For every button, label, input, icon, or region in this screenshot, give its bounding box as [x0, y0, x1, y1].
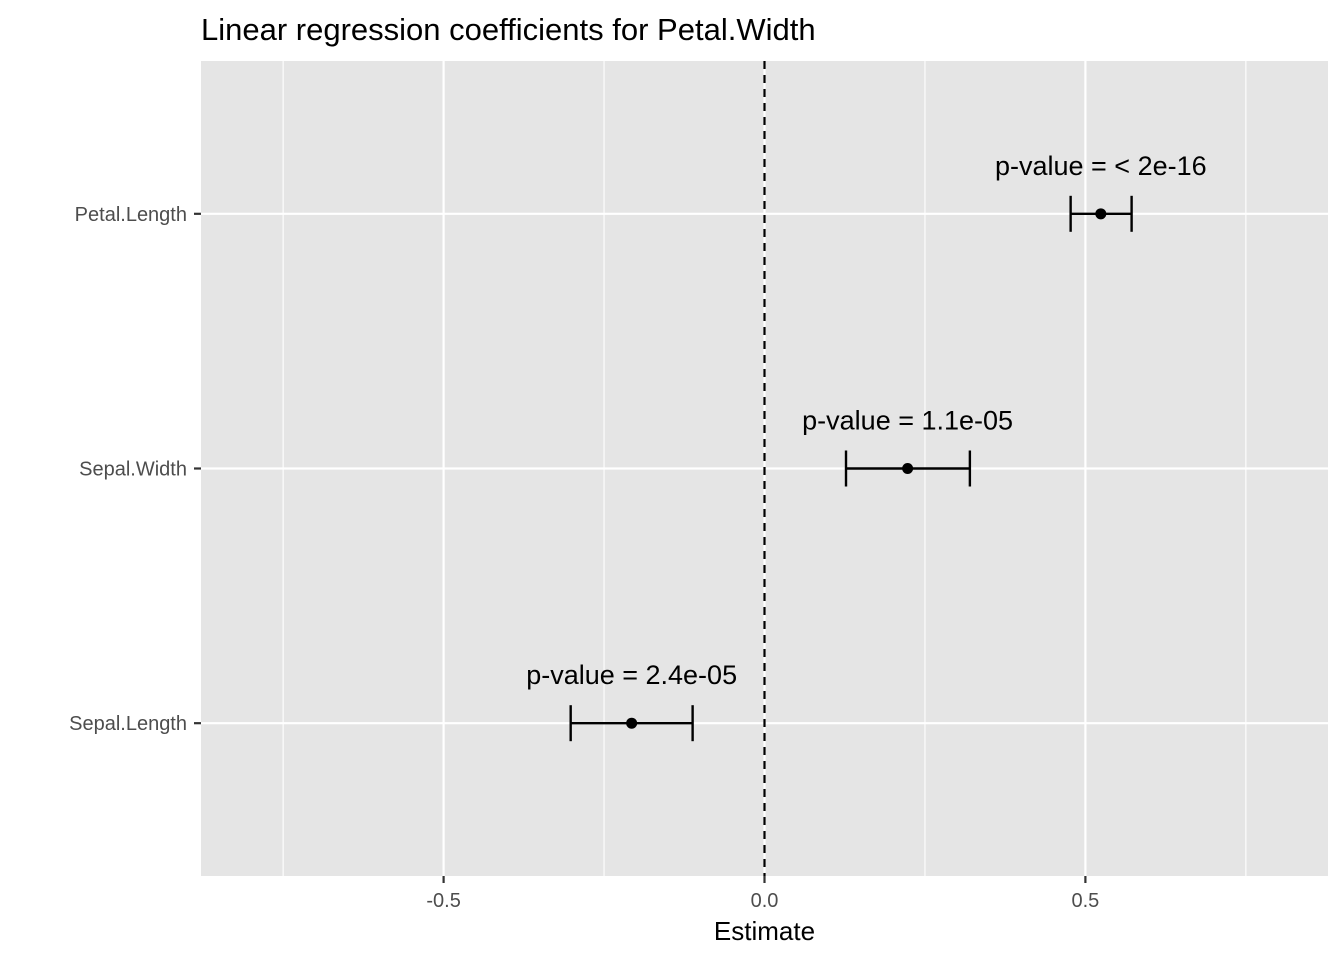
y-tick-label: Sepal.Length	[69, 713, 187, 735]
p-value-label: p-value = 2.4e-05	[526, 660, 737, 690]
y-tick-label: Sepal.Width	[79, 459, 187, 481]
estimate-point	[902, 463, 914, 474]
x-tick-label: 0.5	[1071, 890, 1099, 912]
y-tick-label: Petal.Length	[75, 204, 187, 226]
x-axis: -0.5 0.0 0.5	[426, 876, 1099, 912]
x-tick-label: 0.0	[751, 890, 779, 912]
estimate-point	[1095, 208, 1107, 220]
estimate-point	[626, 717, 638, 729]
p-value-label: p-value = < 2e-16	[995, 151, 1207, 181]
x-tick-label: -0.5	[426, 890, 460, 912]
x-axis-title: Estimate	[714, 916, 815, 946]
chart-title: Linear regression coefficients for Petal…	[201, 12, 816, 47]
p-value-label: p-value = 1.1e-05	[802, 406, 1013, 436]
y-axis: Petal.Length Sepal.Width Sepal.Length	[69, 204, 201, 735]
coefficient-marks: p-value = < 2e-16 p-value = 1.1e-05 p-valu…	[526, 151, 1207, 742]
